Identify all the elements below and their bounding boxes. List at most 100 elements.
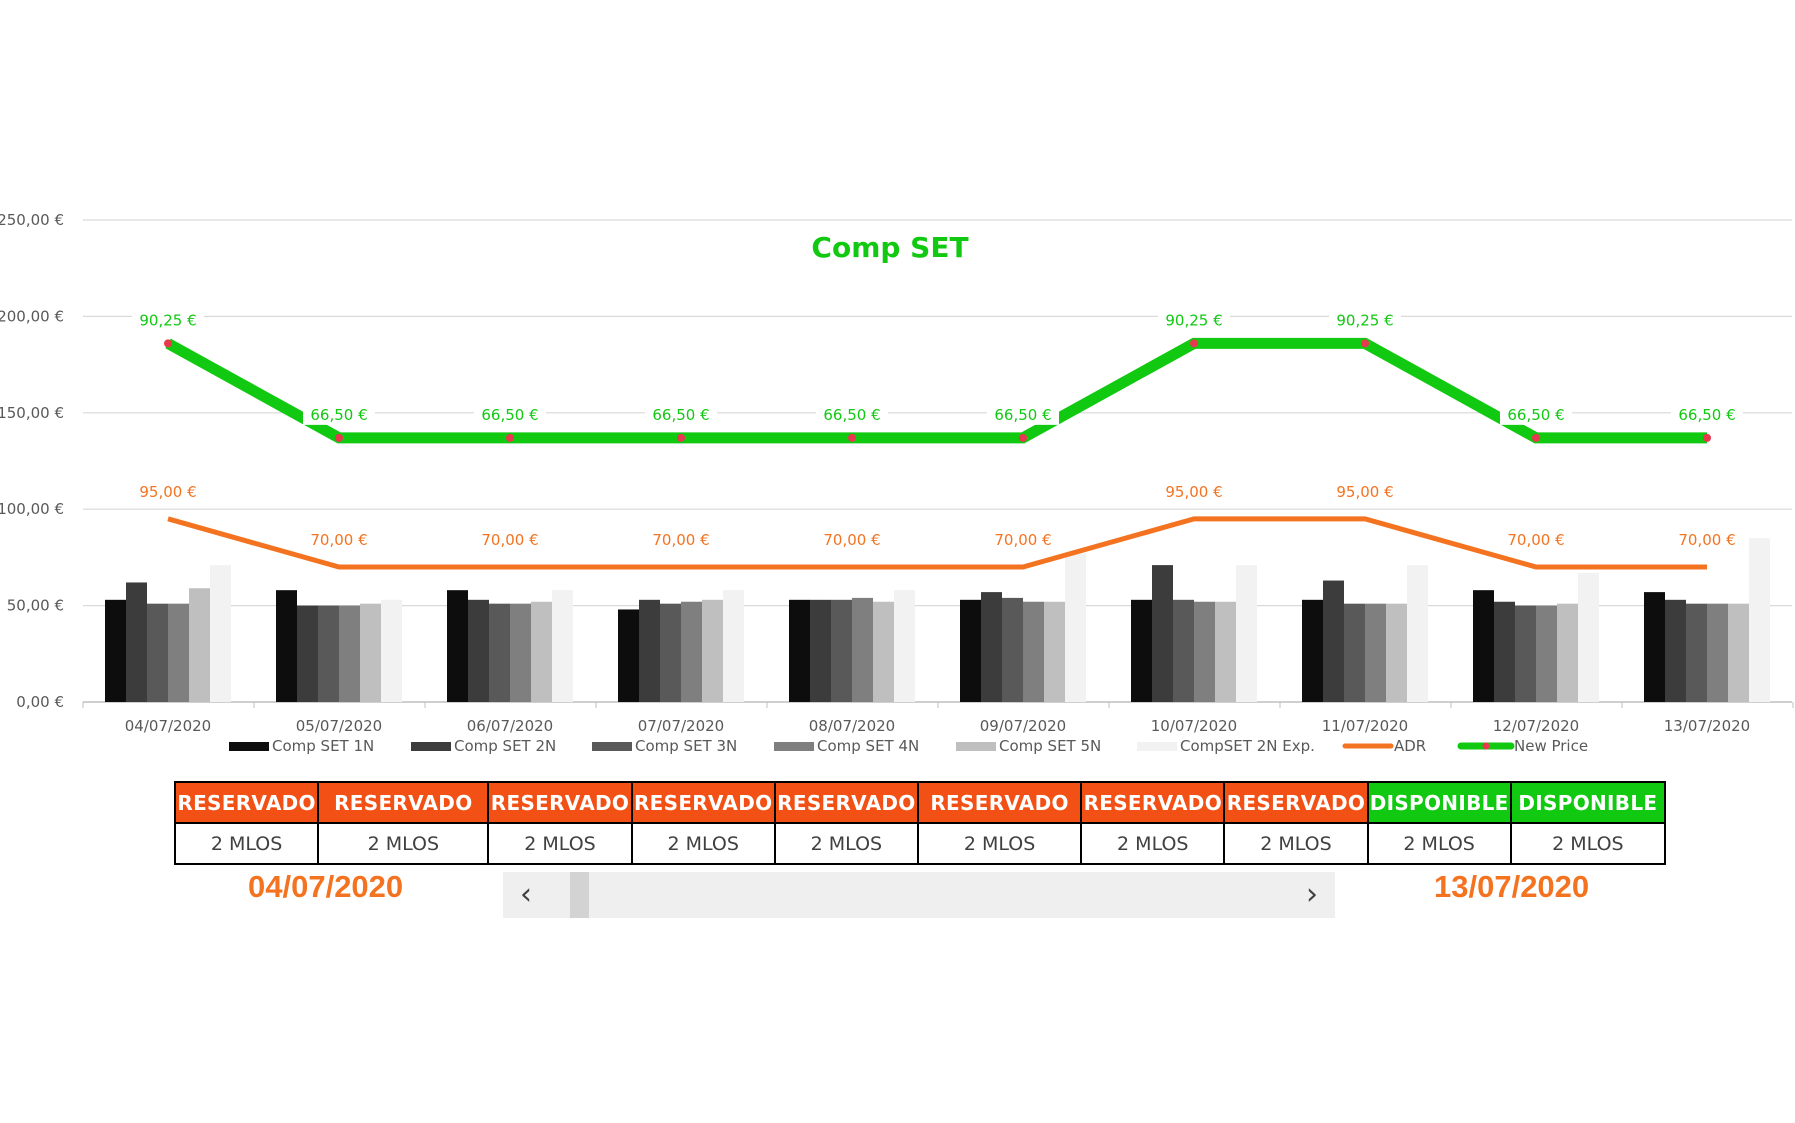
bar-comp-set-4n	[168, 603, 189, 702]
x-tick-label: 08/07/2020	[809, 717, 895, 735]
new-price-label: 90,25 €	[139, 311, 196, 329]
bar-comp-set-3n	[831, 599, 852, 702]
status-cell: RESERVADO	[173, 781, 320, 824]
mlos-cell: 2 MLOS	[317, 822, 490, 865]
status-cell: RESERVADO	[916, 781, 1083, 824]
bar-comp-set-2n	[1323, 580, 1344, 702]
new-price-label: 90,25 €	[1165, 311, 1222, 329]
scrollbar-thumb[interactable]	[570, 872, 589, 918]
legend-swatch	[956, 742, 996, 751]
new-price-line	[165, 337, 1707, 444]
date-scrollbar[interactable]: ‹ ›	[503, 872, 1335, 918]
new-price-marker	[1361, 339, 1369, 348]
mlos-cell: 2 MLOS	[173, 822, 320, 865]
bar-comp-set-2n	[810, 599, 831, 702]
mlos-cell: 2 MLOS	[916, 822, 1083, 865]
bar-comp-set-5n	[1044, 601, 1065, 702]
x-tick-label: 05/07/2020	[296, 717, 382, 735]
bar-compset-2n-exp	[1578, 572, 1599, 702]
adr-line	[167, 516, 1707, 570]
status-cell: RESERVADO	[1223, 781, 1369, 824]
y-tick-label: 0,00 €	[16, 693, 64, 711]
new-price-marker	[506, 433, 514, 442]
chart-title: Comp SET	[811, 231, 968, 264]
legend-label: Comp SET 3N	[635, 737, 737, 755]
x-tick-label: 13/07/2020	[1664, 717, 1750, 735]
range-end-date: 13/07/2020	[1434, 869, 1590, 904]
bar-comp-set-3n	[1344, 603, 1365, 702]
legend-label: New Price	[1514, 737, 1588, 755]
status-cell: DISPONIBLE	[1509, 781, 1667, 824]
mlos-cell: 2 MLOS	[1080, 822, 1226, 865]
data-label-bg	[1158, 310, 1230, 331]
y-tick-label: 150,00 €	[0, 404, 64, 422]
new-price-label: 66,50 €	[481, 406, 538, 424]
bar-comp-set-3n	[1515, 605, 1536, 702]
bar-comp-set-4n	[1194, 601, 1215, 702]
new-price-label: 66,50 €	[1678, 406, 1735, 424]
bar-comp-set-5n	[360, 603, 381, 702]
bar-compset-2n-exp	[1236, 565, 1257, 702]
bar-comp-set-1n	[960, 599, 981, 702]
bar-comp-set-4n	[1365, 603, 1386, 702]
bar-comp-set-3n	[318, 605, 339, 702]
bar-comp-set-2n	[297, 605, 318, 702]
mlos-cell: 2 MLOS	[487, 822, 633, 865]
bar-comp-set-1n	[618, 609, 639, 702]
bar-compset-2n-exp	[210, 565, 231, 702]
bar-comp-set-5n	[702, 599, 723, 702]
bar-comp-set-4n	[681, 601, 702, 702]
chevron-right-icon[interactable]: ›	[1306, 877, 1318, 912]
bar-comp-set-1n	[1302, 599, 1323, 702]
data-label-bg	[303, 404, 375, 425]
new-price-marker	[1532, 433, 1540, 442]
bar-compset-2n-exp	[1749, 538, 1770, 702]
mlos-row: 2 MLOS 2 MLOS 2 MLOS 2 MLOS 2 MLOS 2 MLOS 2 ML…	[173, 822, 1667, 865]
bar-comp-set-2n	[1494, 601, 1515, 702]
bar-comp-set-4n	[510, 603, 531, 702]
mlos-cell: 2 MLOS	[1223, 822, 1369, 865]
data-label-bg	[132, 481, 204, 502]
legend-label: Comp SET 2N	[454, 737, 556, 755]
data-label-bg	[1500, 530, 1572, 551]
bar-comp-set-3n	[1002, 597, 1023, 702]
bar-comp-set-2n	[1152, 565, 1173, 702]
data-label-bg	[303, 530, 375, 551]
legend-label: Comp SET 5N	[999, 737, 1101, 755]
y-tick-label: 50,00 €	[7, 597, 64, 615]
y-tick-label: 100,00 €	[0, 500, 64, 518]
bar-comp-set-5n	[1386, 603, 1407, 702]
bar-comp-set-2n	[126, 582, 147, 702]
data-label-bg	[645, 404, 717, 425]
bar-comp-set-2n	[1665, 599, 1686, 702]
x-tick-label: 04/07/2020	[125, 717, 211, 735]
legend-label: CompSET 2N Exp.	[1180, 737, 1315, 755]
new-price-marker	[677, 433, 685, 442]
data-label-bg	[816, 404, 888, 425]
status-row: RESERVADO RESERVADO RESERVADO RESERVADO RESE…	[173, 781, 1667, 824]
mlos-cell: 2 MLOS	[630, 822, 776, 865]
y-tick-label: 200,00 €	[0, 307, 64, 325]
bar-compset-2n-exp	[894, 590, 915, 702]
bar-comp-set-1n	[447, 590, 468, 702]
adr-label: 70,00 €	[1507, 531, 1564, 549]
bar-comp-set-3n	[1686, 603, 1707, 702]
bar-comp-set-2n	[468, 599, 489, 702]
mlos-cell: 2 MLOS	[773, 822, 919, 865]
data-label-bg	[1500, 404, 1572, 425]
new-price-label: 66,50 €	[652, 406, 709, 424]
bar-compset-2n-exp	[723, 590, 744, 702]
adr-label: 70,00 €	[823, 531, 880, 549]
x-tick-label: 07/07/2020	[638, 717, 724, 735]
mlos-cell: 2 MLOS	[1509, 822, 1667, 865]
status-cell: RESERVADO	[630, 781, 776, 824]
legend-label: Comp SET 1N	[272, 737, 374, 755]
bar-comp-set-4n	[339, 605, 360, 702]
new-price-marker	[335, 433, 343, 442]
chevron-left-icon[interactable]: ‹	[520, 877, 532, 912]
data-label-bg	[474, 530, 546, 551]
new-price-label: 66,50 €	[1507, 406, 1564, 424]
new-price-label: 90,25 €	[1336, 311, 1393, 329]
bar-comp-set-3n	[1173, 599, 1194, 702]
bar-comp-set-4n	[1023, 601, 1044, 702]
